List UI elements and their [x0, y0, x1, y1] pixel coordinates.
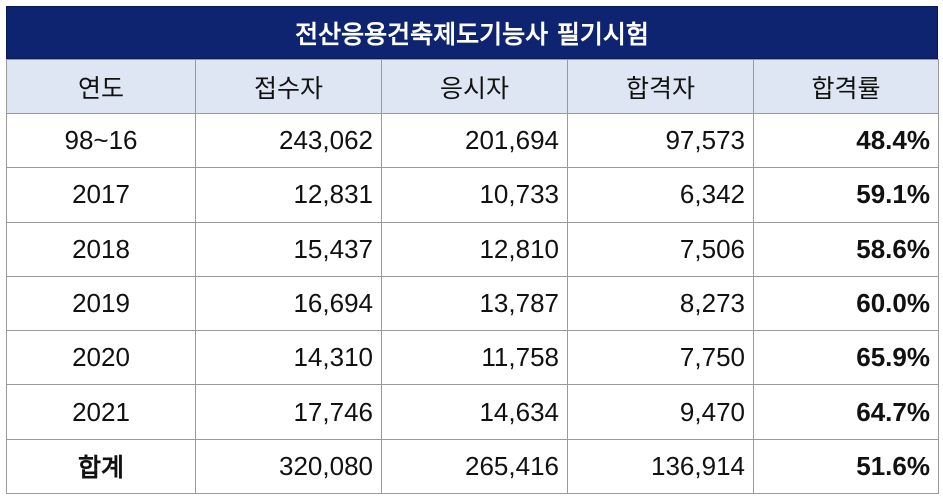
table-row: 2020 14,310 11,758 7,750 65.9% [6, 330, 939, 386]
cell-applicants: 243,062 [195, 112, 382, 169]
cell-applicants: 17,746 [195, 384, 382, 440]
cell-examinees: 12,810 [381, 221, 568, 277]
cell-year: 2021 [6, 384, 196, 440]
cell-applicants: 16,694 [195, 275, 382, 332]
cell-total-label: 합계 [6, 438, 196, 495]
cell-pass-rate: 58.6% [753, 221, 939, 277]
cell-year: 2017 [6, 167, 196, 223]
cell-year: 2019 [6, 275, 196, 332]
cell-total-applicants: 320,080 [195, 438, 382, 495]
cell-year: 2018 [6, 221, 196, 277]
table-row: 98~16 243,062 201,694 97,573 48.4% [6, 112, 939, 169]
table-title: 전산응용건축제도기능사 필기시험 [6, 6, 938, 59]
header-pass-rate: 합격률 [753, 59, 939, 114]
cell-pass-rate: 59.1% [753, 167, 939, 223]
cell-applicants: 12,831 [195, 167, 382, 223]
cell-examinees: 201,694 [381, 112, 568, 169]
table-row: 2018 15,437 12,810 7,506 58.6% [6, 221, 939, 277]
cell-passers: 9,470 [567, 384, 754, 440]
cell-examinees: 13,787 [381, 275, 568, 332]
exam-statistics-sheet: 전산응용건축제도기능사 필기시험 연도 접수자 응시자 합격자 합격률 98~1… [6, 6, 939, 495]
cell-pass-rate: 64.7% [753, 384, 939, 440]
cell-applicants: 14,310 [195, 330, 382, 386]
cell-passers: 6,342 [567, 167, 754, 223]
cell-passers: 7,506 [567, 221, 754, 277]
exam-statistics-table: 연도 접수자 응시자 합격자 합격률 98~16 243,062 201,694… [6, 59, 939, 495]
cell-total-passers: 136,914 [567, 438, 754, 495]
total-row: 합계 320,080 265,416 136,914 51.6% [6, 438, 939, 495]
cell-examinees: 10,733 [381, 167, 568, 223]
header-row: 연도 접수자 응시자 합격자 합격률 [6, 59, 939, 114]
cell-year: 2020 [6, 330, 196, 386]
cell-pass-rate: 60.0% [753, 275, 939, 332]
cell-pass-rate: 65.9% [753, 330, 939, 386]
table-row: 2017 12,831 10,733 6,342 59.1% [6, 167, 939, 223]
cell-passers: 8,273 [567, 275, 754, 332]
cell-year: 98~16 [6, 112, 196, 169]
table-row: 2021 17,746 14,634 9,470 64.7% [6, 384, 939, 440]
cell-examinees: 14,634 [381, 384, 568, 440]
cell-passers: 7,750 [567, 330, 754, 386]
header-passers: 합격자 [567, 59, 754, 114]
cell-total-examinees: 265,416 [381, 438, 568, 495]
cell-passers: 97,573 [567, 112, 754, 169]
header-year: 연도 [6, 59, 196, 114]
header-applicants: 접수자 [195, 59, 382, 114]
cell-examinees: 11,758 [381, 330, 568, 386]
cell-total-pass-rate: 51.6% [753, 438, 939, 495]
cell-applicants: 15,437 [195, 221, 382, 277]
cell-pass-rate: 48.4% [753, 112, 939, 169]
table-row: 2019 16,694 13,787 8,273 60.0% [6, 275, 939, 332]
header-examinees: 응시자 [381, 59, 568, 114]
